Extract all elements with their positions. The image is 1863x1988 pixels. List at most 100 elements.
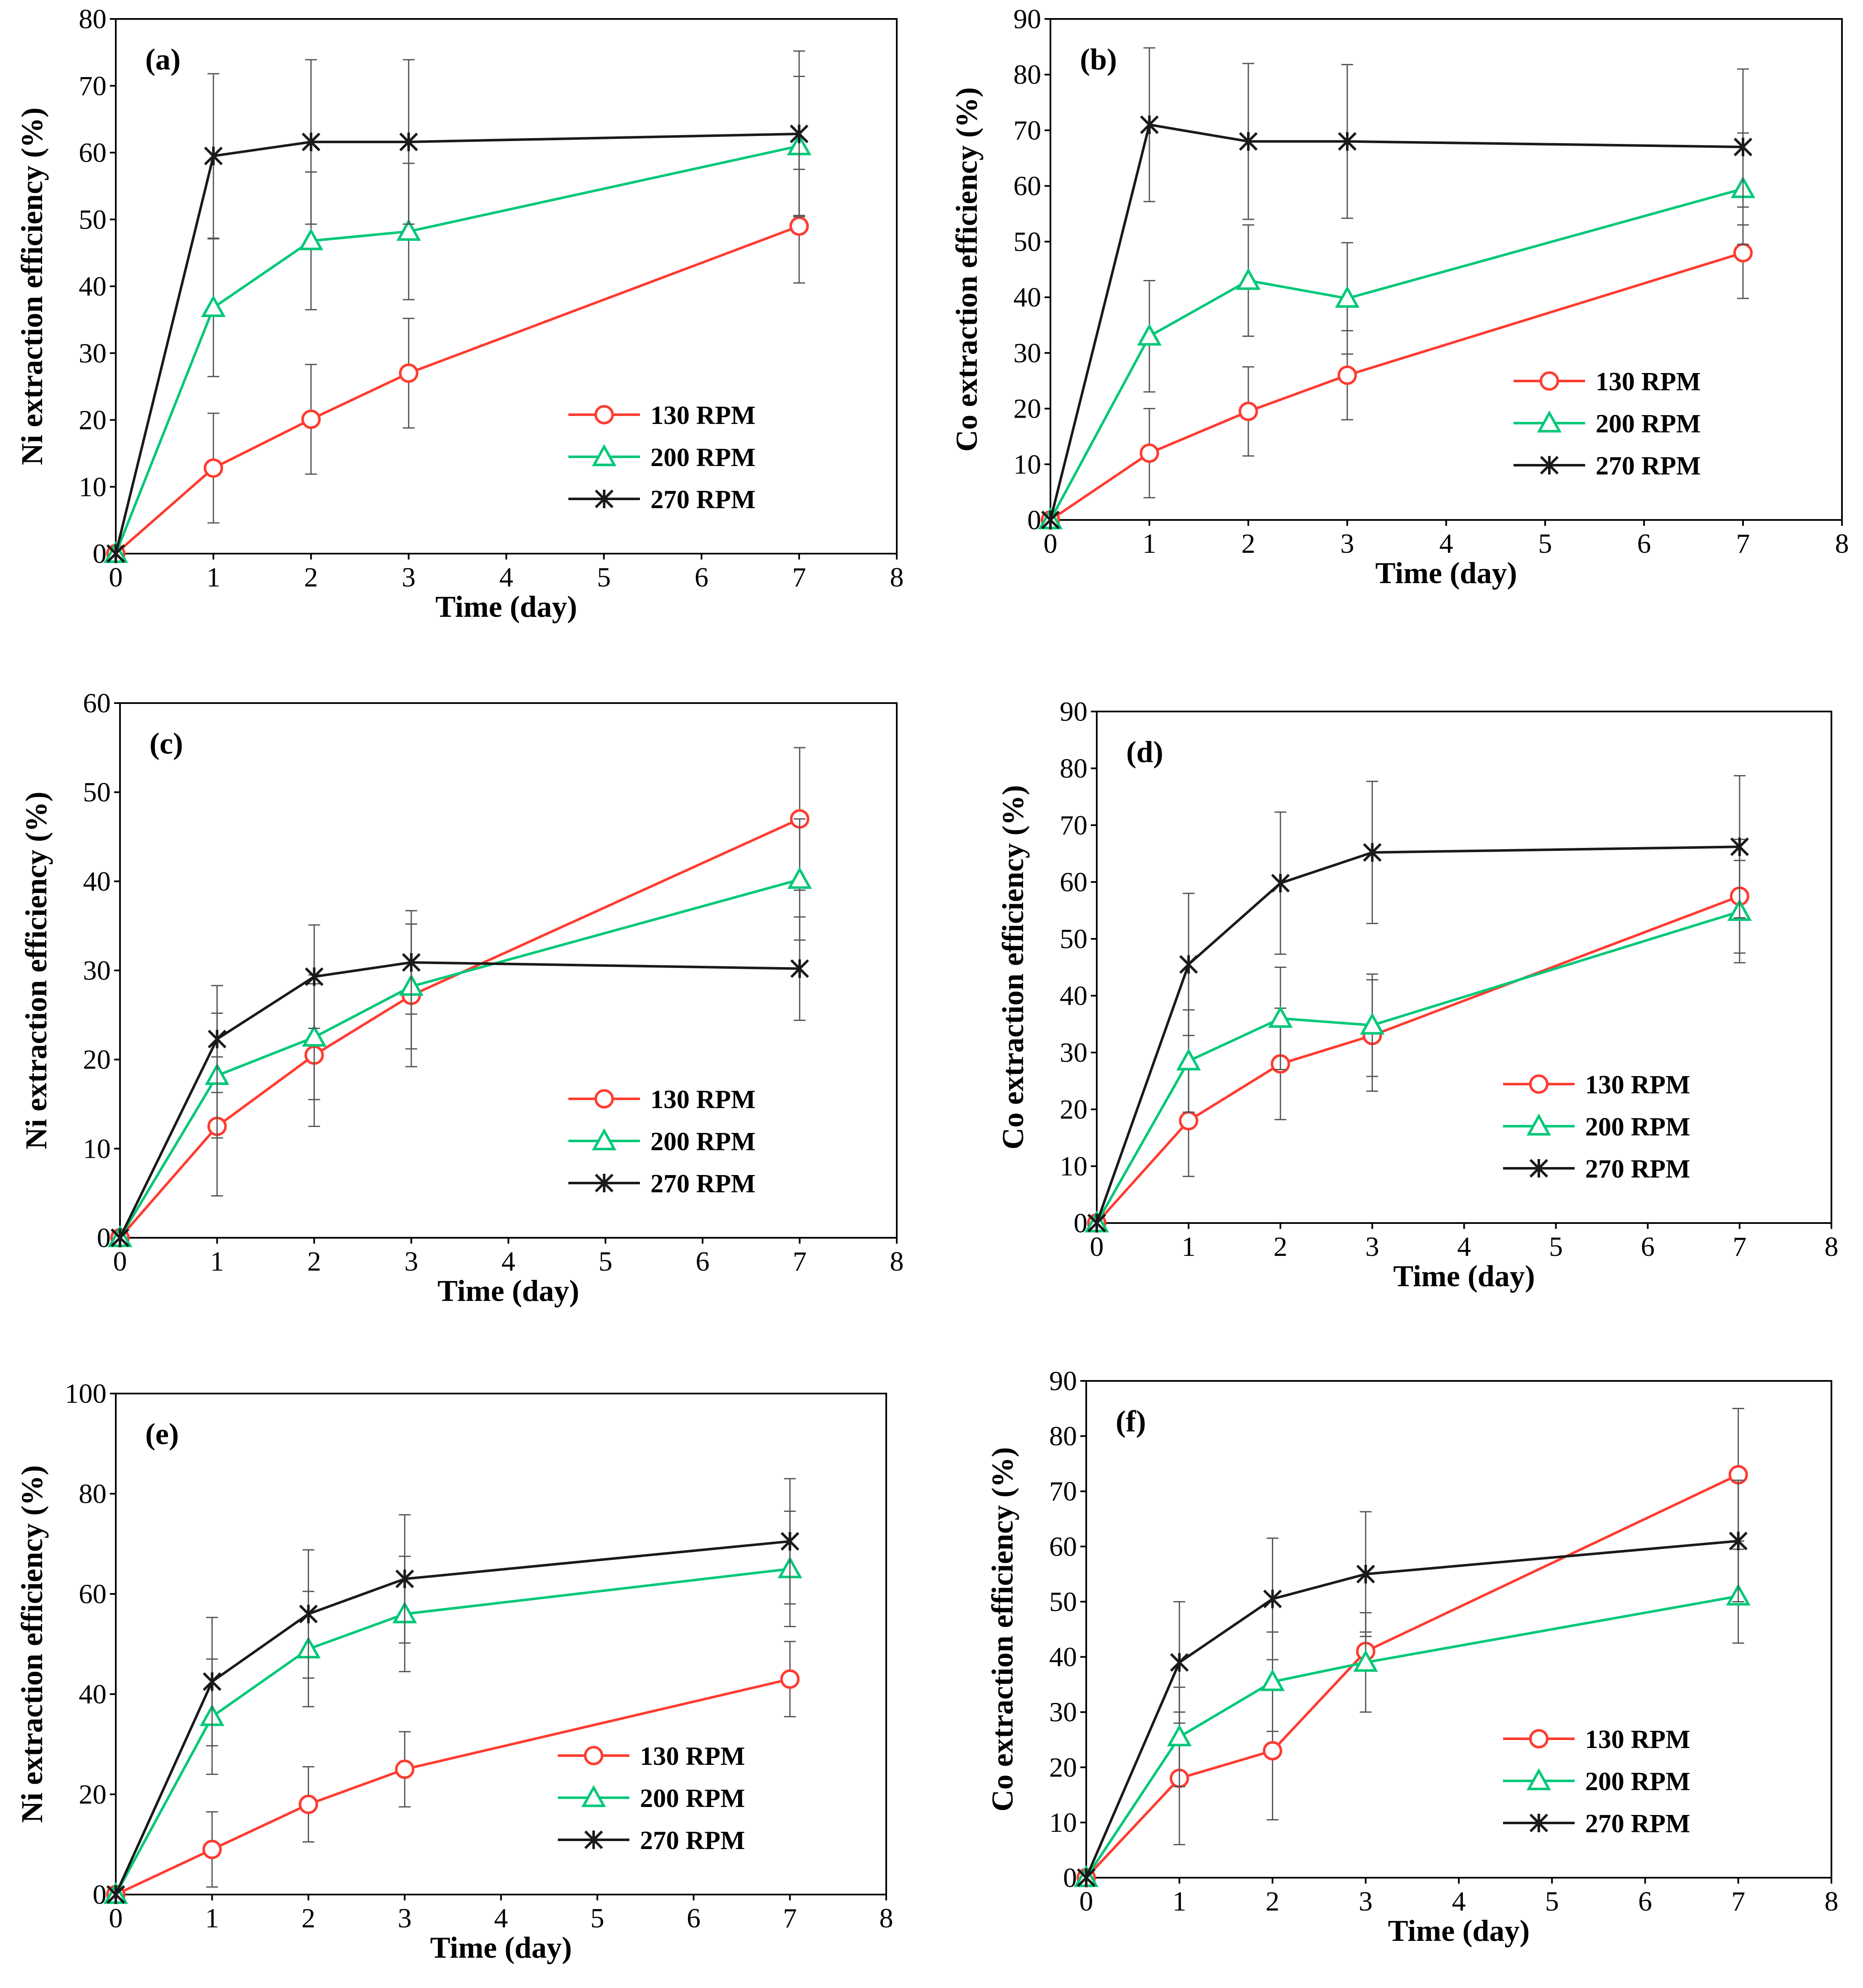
data-point: [1263, 1741, 1282, 1761]
y-tick-label: 50: [79, 204, 107, 235]
x-tick-label: 2: [307, 1246, 321, 1277]
data-point: [106, 544, 125, 563]
y-tick-label: 30: [1049, 1697, 1077, 1728]
x-tick-label: 7: [783, 1903, 797, 1934]
y-tick-label: 60: [1049, 1531, 1077, 1562]
x-tick-label: 2: [301, 1903, 315, 1934]
data-point: [302, 1024, 327, 1047]
y-axis-label: Co extraction efficiency (%): [986, 1447, 1019, 1812]
chart-panel-6: 0 10 20 30 40 50 60 70 80 90 0 1 2 3 4 5 6 7 8 Time (day) Co…: [986, 1366, 1839, 1948]
x-tick-label: 5: [599, 1246, 613, 1277]
plot-frame: [119, 702, 898, 1239]
data-point: [1239, 402, 1258, 421]
y-tick-label: 10: [1060, 1151, 1087, 1182]
x-tick-label: 7: [793, 1246, 807, 1277]
y-tick-label: 40: [79, 271, 107, 302]
data-point: [395, 1759, 415, 1779]
y-tick-label: 80: [79, 1479, 107, 1509]
x-tick-label: 0: [1079, 1886, 1093, 1917]
series-200-rpm: [1074, 1548, 1751, 1887]
x-tick-label: 2: [1266, 1886, 1279, 1917]
data-point: [402, 953, 421, 972]
data-point: [110, 1228, 130, 1247]
series-270-rpm: [106, 1478, 800, 1904]
data-point: [203, 458, 223, 478]
y-tick-label: 90: [1049, 1366, 1077, 1396]
series-270-rpm: [1087, 775, 1749, 1233]
legend: 130 RPM 200 RPM 270 RPM: [1514, 368, 1701, 480]
panel-label: (f): [1116, 1404, 1146, 1438]
data-point: [1077, 1868, 1096, 1887]
x-tick-label: 8: [880, 1903, 893, 1934]
y-tick-label: 70: [1049, 1476, 1077, 1507]
y-tick-label: 0: [1074, 1208, 1087, 1239]
data-point: [790, 124, 809, 144]
legend-label: 270 RPM: [1585, 1155, 1690, 1183]
data-point: [399, 132, 418, 152]
x-tick-label: 5: [1545, 1886, 1559, 1917]
data-point: [1041, 510, 1060, 530]
legend-marker: [594, 405, 614, 424]
x-tick-label: 4: [501, 1246, 515, 1277]
legend-label: 130 RPM: [1585, 1725, 1690, 1754]
y-tick-label: 0: [93, 538, 107, 569]
data-point: [1268, 1005, 1293, 1028]
panel-label: (a): [145, 43, 181, 76]
legend-label: 130 RPM: [1596, 368, 1701, 396]
x-tick-label: 6: [1641, 1231, 1655, 1262]
data-point: [1356, 1564, 1375, 1584]
y-axis-label: Ni extraction efficiency (%): [15, 1465, 49, 1823]
data-point: [201, 295, 226, 317]
data-point: [395, 1570, 414, 1588]
y-tick-label: 10: [83, 1133, 111, 1164]
data-point: [1338, 365, 1357, 385]
x-tick-label: 2: [304, 562, 318, 593]
y-axis-label: Co extraction efficiency (%): [950, 87, 983, 452]
y-axis-label: Co extraction efficiency (%): [996, 785, 1030, 1150]
panel-label: (c): [149, 727, 183, 760]
y-tick-label: 60: [79, 1579, 107, 1610]
data-point: [301, 409, 321, 429]
y-tick-label: 70: [1060, 810, 1087, 841]
x-axis-label: Time (day): [1393, 1259, 1535, 1293]
x-tick-label: 6: [696, 1246, 709, 1277]
legend-label: 200 RPM: [640, 1784, 745, 1813]
x-tick-label: 7: [1732, 1231, 1746, 1262]
legend-label: 130 RPM: [650, 401, 756, 430]
data-point: [787, 866, 812, 889]
plot-frame: [1085, 1380, 1832, 1879]
y-tick-label: 10: [1013, 449, 1041, 480]
y-tick-label: 60: [1060, 867, 1087, 898]
x-axis-label: Time (day): [1388, 1914, 1530, 1948]
y-tick-label: 80: [79, 4, 107, 35]
x-tick-label: 7: [792, 562, 806, 593]
y-tick-label: 20: [1013, 394, 1041, 424]
x-tick-label: 6: [1638, 1886, 1652, 1917]
y-tick-label: 80: [1049, 1421, 1077, 1452]
series-130-rpm: [106, 1641, 800, 1904]
panel-label: (b): [1080, 43, 1117, 76]
panel-label: (d): [1126, 735, 1163, 769]
y-tick-label: 20: [83, 1045, 111, 1075]
x-tick-label: 0: [109, 562, 123, 593]
y-tick-label: 0: [97, 1223, 111, 1253]
data-point: [301, 132, 320, 152]
y-tick-label: 90: [1013, 4, 1041, 35]
data-point: [1730, 837, 1749, 856]
data-point: [1733, 137, 1753, 157]
legend-marker: [594, 1089, 614, 1109]
data-point: [1353, 1650, 1378, 1672]
data-point: [399, 363, 418, 383]
legend-marker: [1529, 1729, 1549, 1748]
data-point: [781, 1532, 800, 1551]
data-point: [1170, 1653, 1189, 1672]
legend-label: 270 RPM: [1585, 1809, 1690, 1838]
legend-label: 200 RPM: [1585, 1113, 1690, 1141]
data-point: [1729, 1532, 1748, 1551]
y-tick-label: 10: [79, 472, 107, 502]
legend-marker: [581, 1785, 606, 1807]
x-tick-label: 1: [205, 1903, 219, 1934]
legend-label: 130 RPM: [1585, 1071, 1690, 1099]
y-tick-label: 60: [83, 688, 111, 719]
